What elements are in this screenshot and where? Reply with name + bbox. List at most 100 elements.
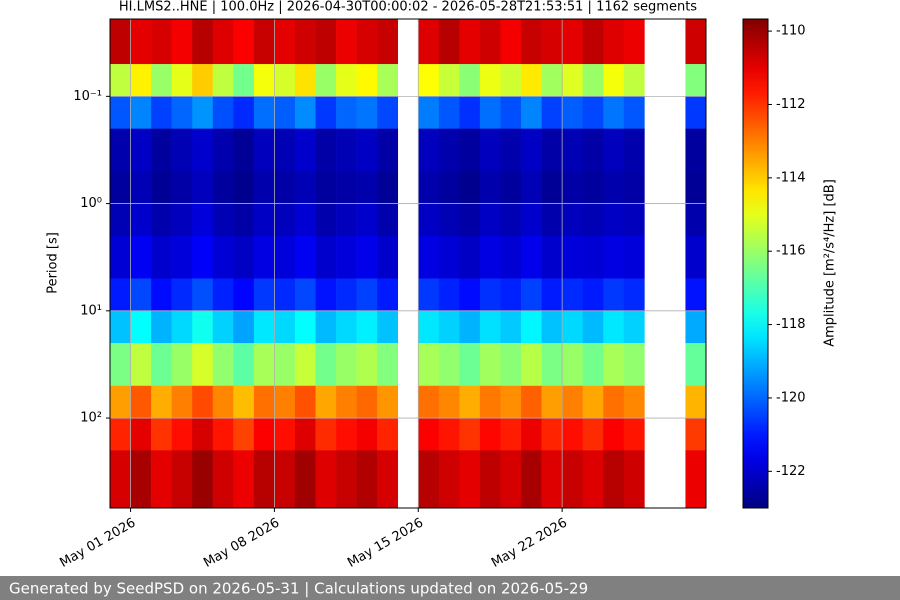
heatmap-cell <box>459 450 481 509</box>
heatmap-cell <box>418 203 440 237</box>
heatmap-cell <box>294 235 316 279</box>
heatmap-cell <box>294 418 316 451</box>
heatmap-cell <box>233 128 255 172</box>
heatmap-cell <box>130 96 152 129</box>
heatmap-cell <box>151 171 172 204</box>
heatmap-cell <box>685 450 707 509</box>
heatmap-cell <box>541 450 563 509</box>
heatmap-cell <box>171 235 193 279</box>
heatmap-cell <box>253 19 275 65</box>
heatmap-cell <box>623 19 645 65</box>
heatmap-cell <box>110 19 131 65</box>
heatmap-cell <box>582 171 604 204</box>
heatmap-cell <box>212 385 234 419</box>
heatmap-cell <box>562 278 583 312</box>
x-tick-label: May 01 2026 <box>57 516 138 571</box>
heatmap-cell <box>315 278 337 312</box>
colorbar-tick-label: -122 <box>776 464 806 479</box>
heatmap-cell <box>582 450 604 509</box>
heatmap-cell <box>192 310 214 344</box>
heatmap-cell <box>377 64 399 97</box>
heatmap-cell <box>110 385 131 419</box>
heatmap-cell <box>562 235 583 279</box>
heatmap-cell <box>623 385 645 419</box>
heatmap-cell <box>623 310 645 344</box>
heatmap-cell <box>315 450 337 509</box>
heatmap-cell <box>315 128 337 172</box>
heatmap-cell <box>521 278 542 312</box>
heatmap-cell <box>438 64 460 97</box>
heatmap-cell <box>500 278 522 312</box>
heatmap-cell <box>253 343 275 387</box>
y-tick-label: 10⁻¹ <box>73 89 102 104</box>
x-tick-label: May 22 2026 <box>489 516 570 571</box>
heatmap-cell <box>479 310 501 344</box>
heatmap-cell <box>541 343 563 387</box>
heatmap-cell <box>582 385 604 419</box>
heatmap-cell <box>623 450 645 509</box>
heatmap-cell <box>130 450 152 509</box>
heatmap-cell <box>623 64 645 97</box>
heatmap-cell <box>479 19 501 65</box>
x-tick-label: May 08 2026 <box>201 516 282 571</box>
heatmap-cell <box>356 278 378 312</box>
heatmap-cell <box>356 128 378 172</box>
heatmap-cell <box>151 418 172 451</box>
heatmap-cell <box>685 19 707 65</box>
heatmap-cell <box>377 450 399 509</box>
heatmap-cell <box>479 343 501 387</box>
heatmap-cell <box>603 343 625 387</box>
heatmap-cell <box>110 64 131 97</box>
colorbar <box>742 18 769 509</box>
heatmap-cell <box>521 310 542 344</box>
heatmap-cell <box>418 235 440 279</box>
heatmap-cell <box>171 418 193 451</box>
heatmap-cell <box>377 418 399 451</box>
heatmap-cell <box>110 128 131 172</box>
heatmap-cell <box>438 278 460 312</box>
heatmap-cell <box>562 19 583 65</box>
heatmap-cell <box>459 171 481 204</box>
heatmap-cell <box>253 310 275 344</box>
heatmap-cell <box>171 343 193 387</box>
heatmap-cell <box>110 450 131 509</box>
heatmap-cell <box>377 19 399 65</box>
heatmap-cell <box>459 235 481 279</box>
heatmap-cell <box>541 418 563 451</box>
heatmap-cell <box>336 203 357 237</box>
heatmap-cell <box>603 96 625 129</box>
y-tick-label: 10⁰ <box>80 196 102 211</box>
heatmap-cell <box>500 385 522 419</box>
heatmap-cell <box>541 64 563 97</box>
heatmap-cell <box>294 19 316 65</box>
heatmap-cell <box>171 64 193 97</box>
heatmap-cell <box>233 19 255 65</box>
heatmap-cell <box>274 450 296 509</box>
heatmap-cell <box>253 278 275 312</box>
heatmap-cell <box>356 235 378 279</box>
heatmap-cell <box>459 64 481 97</box>
heatmap-cell <box>562 203 583 237</box>
heatmap-cell <box>479 96 501 129</box>
heatmap-cell <box>192 450 214 509</box>
heatmap-cell <box>459 343 481 387</box>
heatmap-cell <box>110 278 131 312</box>
heatmap-cell <box>315 310 337 344</box>
heatmap-cell <box>356 171 378 204</box>
heatmap-cell <box>356 203 378 237</box>
heatmap-cell <box>603 278 625 312</box>
y-tick-label: 10² <box>80 411 102 426</box>
heatmap-cell <box>521 343 542 387</box>
heatmap-cell <box>233 203 255 237</box>
heatmap-cell <box>233 343 255 387</box>
heatmap-cell <box>459 128 481 172</box>
heatmap-cell <box>294 171 316 204</box>
heatmap-cell <box>212 450 234 509</box>
heatmap-cell <box>479 278 501 312</box>
heatmap-cell <box>130 203 152 237</box>
heatmap-cell <box>438 128 460 172</box>
heatmap-cell <box>171 128 193 172</box>
heatmap-cell <box>438 235 460 279</box>
heatmap-cell <box>623 418 645 451</box>
